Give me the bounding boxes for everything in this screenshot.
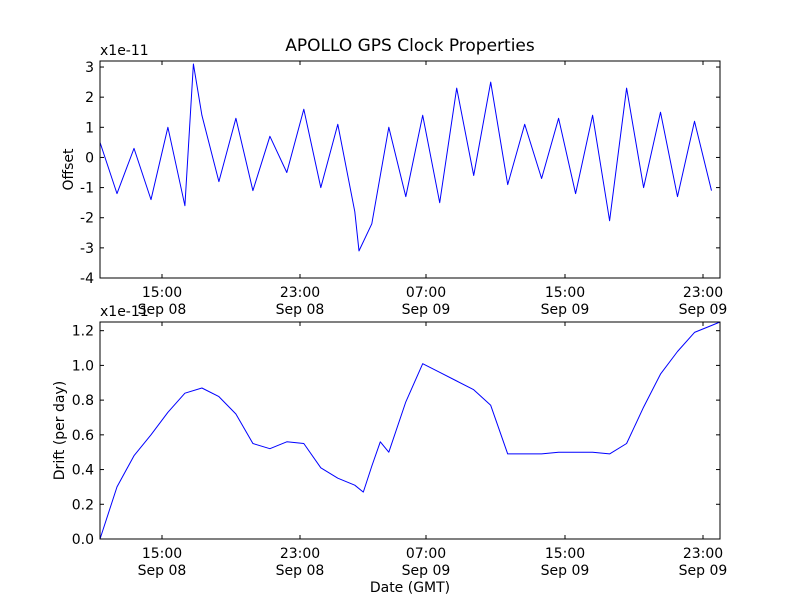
axes-frame — [99, 60, 721, 279]
y-tick-label: 1.2 — [72, 324, 94, 340]
x-tick-time-label: 23:00 — [683, 285, 723, 301]
x-tick-time-label: 23:00 — [280, 285, 320, 301]
y-tick-label: 1.0 — [72, 358, 94, 374]
x-tick-date-label: Sep 09 — [679, 302, 728, 318]
y-axis-label: Drift (per day) — [52, 381, 68, 480]
x-tick-time-label: 23:00 — [280, 546, 320, 562]
y-axis-label: Offset — [61, 148, 77, 191]
x-tick-date-label: Sep 09 — [541, 563, 590, 579]
axes-frame — [99, 321, 721, 540]
y-tick-label: 0.8 — [72, 393, 94, 409]
x-tick-date-label: Sep 09 — [402, 563, 451, 579]
series-line — [99, 63, 712, 252]
y-tick-label: 2 — [85, 90, 94, 106]
x-tick-date-label: Sep 08 — [276, 563, 325, 579]
y-scale-label: x1e-11 — [100, 304, 149, 320]
x-tick-time-label: 15:00 — [142, 285, 182, 301]
x-tick-date-label: Sep 08 — [138, 563, 187, 579]
x-tick-time-label: 07:00 — [406, 285, 446, 301]
y-tick-label: 0.4 — [72, 463, 94, 479]
y-tick-label: 1 — [85, 120, 94, 136]
y-tick-label: 0.2 — [72, 497, 94, 513]
x-tick-date-label: Sep 08 — [138, 302, 187, 318]
x-tick-time-label: 23:00 — [683, 546, 723, 562]
x-tick-time-label: 15:00 — [545, 285, 585, 301]
y-tick-label: 0.0 — [72, 532, 94, 548]
y-scale-label: x1e-11 — [100, 43, 149, 59]
x-axis-label: Date (GMT) — [370, 580, 450, 596]
y-tick-label: 0.6 — [72, 428, 94, 444]
y-tick-label: -2 — [80, 211, 94, 227]
x-tick-time-label: 07:00 — [406, 546, 446, 562]
x-tick-date-label: Sep 09 — [679, 563, 728, 579]
x-tick-date-label: Sep 08 — [276, 302, 325, 318]
y-tick-label: -1 — [80, 181, 94, 197]
y-tick-label: 3 — [85, 60, 94, 76]
chart-title: APOLLO GPS Clock Properties — [285, 36, 535, 56]
y-tick-label: -4 — [80, 271, 94, 287]
y-tick-label: -3 — [80, 241, 94, 257]
x-tick-date-label: Sep 09 — [402, 302, 451, 318]
x-tick-time-label: 15:00 — [142, 546, 182, 562]
series-line — [99, 321, 721, 540]
x-tick-date-label: Sep 09 — [541, 302, 590, 318]
y-tick-label: 0 — [85, 150, 94, 166]
x-tick-time-label: 15:00 — [545, 546, 585, 562]
